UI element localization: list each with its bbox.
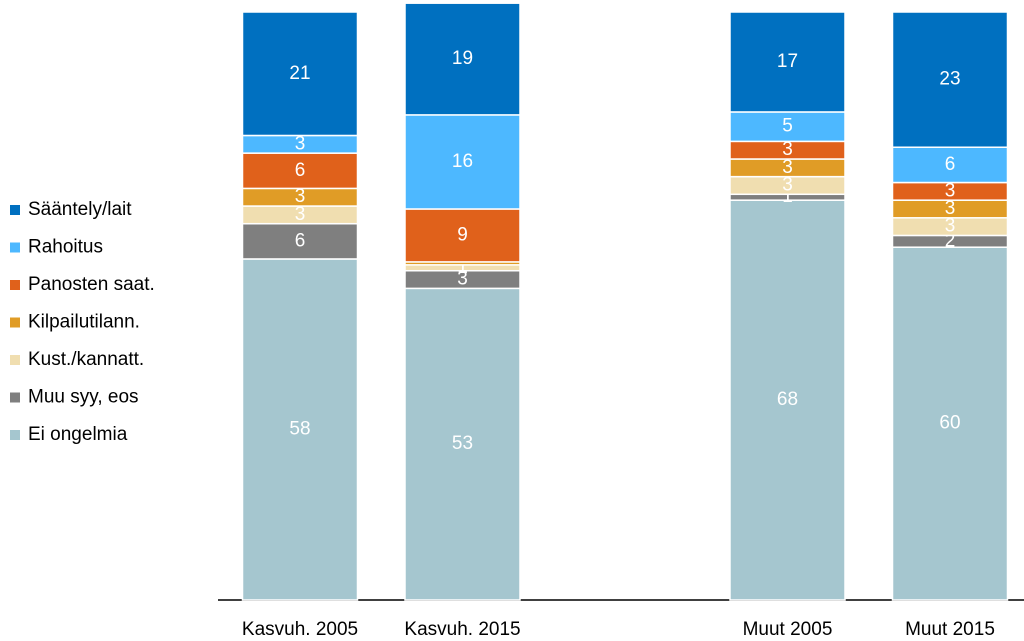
bar-segment: [241, 222, 359, 260]
legend-label: Ei ongelmia: [28, 424, 128, 445]
data-label: 3: [782, 139, 793, 160]
bar-segment: [891, 11, 1009, 148]
data-label: 23: [939, 69, 960, 90]
data-label: 2: [945, 230, 956, 251]
data-label: 6: [295, 160, 306, 181]
legend-label: Panosten saat.: [28, 274, 155, 295]
legend-label: Kust./kannatt.: [28, 349, 144, 370]
bar-segment: [729, 199, 846, 601]
data-label: 3: [457, 269, 468, 290]
legend-label: Rahoitus: [28, 237, 103, 258]
data-label: 17: [777, 51, 798, 72]
bar-segment: [729, 111, 846, 143]
x-tick-label: Muut 2005: [743, 619, 833, 640]
data-label: 1: [782, 186, 793, 207]
legend-swatch: [10, 430, 20, 440]
data-label: 68: [777, 389, 798, 410]
data-label: 3: [782, 174, 793, 195]
bar-segment: [404, 208, 521, 263]
data-label: 60: [939, 413, 960, 434]
bar-segment: [891, 146, 1009, 184]
x-tick-label: Kasvuh. 2015: [404, 619, 520, 640]
data-label: 16: [452, 151, 473, 172]
bar-segment: [729, 11, 846, 113]
data-label: 9: [457, 224, 468, 245]
data-label: 3: [782, 157, 793, 178]
data-label: 3: [945, 198, 956, 219]
bar-segment: [404, 287, 521, 601]
data-label: 3: [945, 216, 956, 237]
x-tick-label: Kasvuh. 2005: [242, 619, 358, 640]
data-label: 3: [295, 186, 306, 207]
data-label: 1: [457, 257, 468, 278]
bar-segment: [891, 246, 1009, 601]
legend-swatch: [10, 242, 20, 253]
x-tick-label: Muut 2015: [905, 619, 995, 640]
legend-swatch: [10, 280, 20, 290]
legend-swatch: [10, 392, 20, 403]
data-label: 58: [289, 418, 310, 439]
bar-segment: [241, 11, 359, 137]
data-label: 6: [945, 154, 956, 175]
data-label: 21: [289, 63, 310, 84]
bar-segment: [241, 152, 359, 190]
bar-segment: [404, 2, 521, 116]
legend-label: Kilpailutilann.: [28, 312, 140, 333]
legend-label: Muu syy, eos: [28, 387, 139, 408]
legend-label: Sääntely/lait: [28, 199, 132, 220]
data-label: 5: [782, 116, 793, 137]
data-label: 3: [295, 204, 306, 225]
data-label: 19: [452, 48, 473, 69]
bar-segment: [404, 114, 521, 210]
data-label: 3: [945, 180, 956, 201]
data-label: 3: [295, 133, 306, 154]
data-label: 53: [452, 433, 473, 454]
legend-swatch: [10, 317, 20, 328]
legend-swatch: [10, 355, 20, 365]
bar-segment: [241, 258, 359, 601]
legend-swatch: [10, 205, 20, 215]
data-label: 6: [295, 230, 306, 251]
